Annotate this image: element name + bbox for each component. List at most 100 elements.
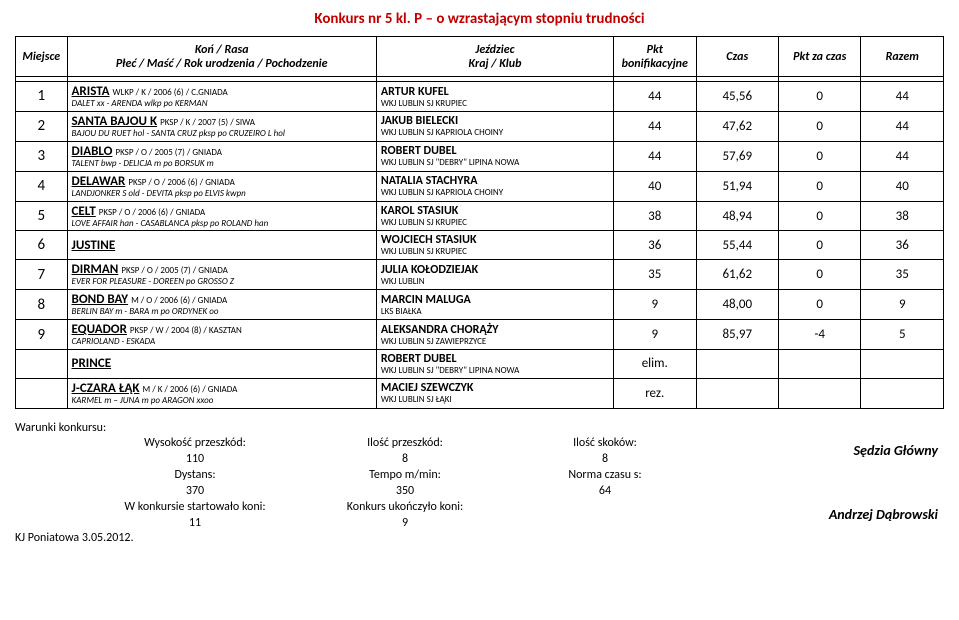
cell-czas: 57,69 bbox=[696, 141, 778, 171]
horse-name: EQUADOR bbox=[72, 322, 127, 337]
cell-horse: J-CZARA ŁĄKM / K / 2006 (6) / GNIADAKARM… bbox=[67, 378, 376, 408]
cell-place: 2 bbox=[16, 111, 68, 141]
start-val: 11 bbox=[95, 515, 295, 531]
cell-razem bbox=[861, 350, 944, 379]
cell-razem: 5 bbox=[861, 320, 944, 350]
results-table: Miejsce Koń / RasaPłeć / Maść / Rok urod… bbox=[15, 36, 944, 409]
rider-name: ROBERT DUBEL bbox=[381, 352, 609, 366]
col-pzc: Pkt za czas bbox=[778, 37, 860, 77]
cell-czas: 47,62 bbox=[696, 111, 778, 141]
cell-czas: 45,56 bbox=[696, 82, 778, 112]
horse-pedigree: LANDJONKER S old - DEVITA pksp po ELVIS … bbox=[72, 189, 372, 199]
horse-pedigree: CAPRIOLAND - ESKADA bbox=[72, 337, 372, 347]
norma-label: Norma czasu s: bbox=[515, 467, 695, 483]
cell-rider: ALEKSANDRA CHORĄŻYWKJ LUBLIN SJ ZAWIEPRZ… bbox=[376, 320, 613, 350]
cell-czas: 55,44 bbox=[696, 231, 778, 260]
cell-place: 3 bbox=[16, 141, 68, 171]
horse-details: PKSP / O / 2005 (7) / GNIADA bbox=[121, 265, 228, 276]
cell-pkt: 38 bbox=[614, 201, 696, 231]
cell-razem: 35 bbox=[861, 260, 944, 290]
rider-name: MACIEJ SZEWCZYK bbox=[381, 381, 609, 395]
cell-razem: 9 bbox=[861, 290, 944, 320]
cell-horse: SANTA BAJOU KPKSP / K / 2007 (5) / SIWAB… bbox=[67, 111, 376, 141]
cell-place: 5 bbox=[16, 201, 68, 231]
table-row: 6JUSTINEWOJCIECH STASIUKWKJ LUBLIN SJ KR… bbox=[16, 231, 944, 260]
location-date: KJ Poniatowa 3.05.2012. bbox=[15, 531, 944, 545]
rider-club: WKJ LUBLIN SJ "DEBRY" LIPINA NOWA bbox=[381, 158, 609, 168]
cell-rider: ROBERT DUBELWKJ LUBLIN SJ "DEBRY" LIPINA… bbox=[376, 350, 613, 379]
cell-place: 7 bbox=[16, 260, 68, 290]
cell-pkt: 44 bbox=[614, 111, 696, 141]
cell-czas bbox=[696, 350, 778, 379]
cell-pkt: 36 bbox=[614, 231, 696, 260]
table-row: 7DIRMANPKSP / O / 2005 (7) / GNIADAEVER … bbox=[16, 260, 944, 290]
table-row: 3DIABLOPKSP / O / 2005 (7) / GNIADATALEN… bbox=[16, 141, 944, 171]
warunki-label: Warunki konkursu: bbox=[15, 421, 944, 435]
rider-name: ROBERT DUBEL bbox=[381, 144, 609, 158]
rider-name: ARTUR KUFEL bbox=[381, 85, 609, 99]
cell-place: 9 bbox=[16, 320, 68, 350]
table-row: 9EQUADORPKSP / W / 2004 (8) / KASZTANCAP… bbox=[16, 320, 944, 350]
cell-horse: JUSTINE bbox=[67, 231, 376, 260]
cell-horse: DIABLOPKSP / O / 2005 (7) / GNIADATALENT… bbox=[67, 141, 376, 171]
cell-pkt: 9 bbox=[614, 320, 696, 350]
cell-horse: PRINCE bbox=[67, 350, 376, 379]
table-row: 2SANTA BAJOU KPKSP / K / 2007 (5) / SIWA… bbox=[16, 111, 944, 141]
cell-pzc: 0 bbox=[778, 82, 860, 112]
rider-club: WKJ LUBLIN SJ ZAWIEPRZYCE bbox=[381, 337, 609, 347]
col-razem: Razem bbox=[861, 37, 944, 77]
start-label: W konkursie startowało koni: bbox=[95, 499, 295, 515]
horse-name: DIRMAN bbox=[72, 262, 119, 277]
col-rider: JeździecKraj / Klub bbox=[376, 37, 613, 77]
table-row: 4DELAWARPKSP / O / 2006 (6) / GNIADALAND… bbox=[16, 171, 944, 201]
dyst-val: 370 bbox=[95, 483, 295, 499]
cell-pzc: 0 bbox=[778, 231, 860, 260]
tempo-val: 350 bbox=[295, 483, 515, 499]
cell-pzc: 0 bbox=[778, 260, 860, 290]
cell-place: 8 bbox=[16, 290, 68, 320]
cell-rider: ROBERT DUBELWKJ LUBLIN SJ "DEBRY" LIPINA… bbox=[376, 141, 613, 171]
cell-pkt: 35 bbox=[614, 260, 696, 290]
rider-club: WKJ LUBLIN SJ KRUPIEC bbox=[381, 218, 609, 228]
rider-name: JULIA KOŁODZIEJAK bbox=[381, 263, 609, 277]
rider-club: WKJ LUBLIN SJ "DEBRY" LIPINA NOWA bbox=[381, 366, 609, 376]
horse-name: SANTA BAJOU K bbox=[72, 114, 158, 129]
cell-rider: WOJCIECH STASIUKWKJ LUBLIN SJ KRUPIEC bbox=[376, 231, 613, 260]
cell-razem: 44 bbox=[861, 82, 944, 112]
horse-name: PRINCE bbox=[72, 356, 112, 371]
cell-czas: 48,94 bbox=[696, 201, 778, 231]
cell-razem: 36 bbox=[861, 231, 944, 260]
horse-pedigree: BERLIN BAY m - BARA m po ORDYNEK oo bbox=[72, 307, 372, 317]
cell-place bbox=[16, 350, 68, 379]
cell-horse: CELTPKSP / O / 2006 (6) / GNIADALOVE AFF… bbox=[67, 201, 376, 231]
page-title: Konkurs nr 5 kl. P – o wzrastającym stop… bbox=[15, 10, 944, 28]
table-row: 8BOND BAYM / O / 2006 (6) / GNIADABERLIN… bbox=[16, 290, 944, 320]
horse-details: PKSP / O / 2006 (6) / GNIADA bbox=[128, 177, 235, 188]
tempo-label: Tempo m/min: bbox=[295, 467, 515, 483]
rider-club: WKJ LUBLIN bbox=[381, 277, 609, 287]
rider-club: WKJ LUBLIN SJ KAPRIOLA CHOINY bbox=[381, 188, 609, 198]
table-row: 1ARISTAWLKP / K / 2006 (6) / C.GNIADADAL… bbox=[16, 82, 944, 112]
cell-czas bbox=[696, 378, 778, 408]
cell-pkt: elim. bbox=[614, 350, 696, 379]
col-czas: Czas bbox=[696, 37, 778, 77]
horse-pedigree: EVER FOR PLEASURE - DOREEN po GROSSO Z bbox=[72, 277, 372, 287]
wys-label: Wysokość przeszkód: bbox=[95, 435, 295, 451]
table-row: J-CZARA ŁĄKM / K / 2006 (6) / GNIADAKARM… bbox=[16, 378, 944, 408]
header-row: Miejsce Koń / RasaPłeć / Maść / Rok urod… bbox=[16, 37, 944, 77]
referee-name: Andrzej Dąbrowski bbox=[695, 499, 944, 531]
col-pkt: Pktbonifikacyjne bbox=[614, 37, 696, 77]
horse-pedigree: BAJOU DU RUET hol - SANTA CRUZ pksp po C… bbox=[72, 129, 372, 139]
cell-horse: DIRMANPKSP / O / 2005 (7) / GNIADAEVER F… bbox=[67, 260, 376, 290]
cell-place: 1 bbox=[16, 82, 68, 112]
horse-details: PKSP / O / 2005 (7) / GNIADA bbox=[115, 147, 222, 158]
cell-czas: 48,00 bbox=[696, 290, 778, 320]
cell-place: 4 bbox=[16, 171, 68, 201]
ilosc-p-val: 8 bbox=[295, 451, 515, 467]
horse-name: JUSTINE bbox=[72, 238, 116, 253]
cell-czas: 61,62 bbox=[696, 260, 778, 290]
cell-pzc: -4 bbox=[778, 320, 860, 350]
horse-pedigree: DALET xx - ARENDA wlkp po KERMAN bbox=[72, 99, 372, 109]
horse-pedigree: KARMEL m – JUNA m po ARAGON xxoo bbox=[72, 396, 372, 406]
cell-pzc: 0 bbox=[778, 111, 860, 141]
